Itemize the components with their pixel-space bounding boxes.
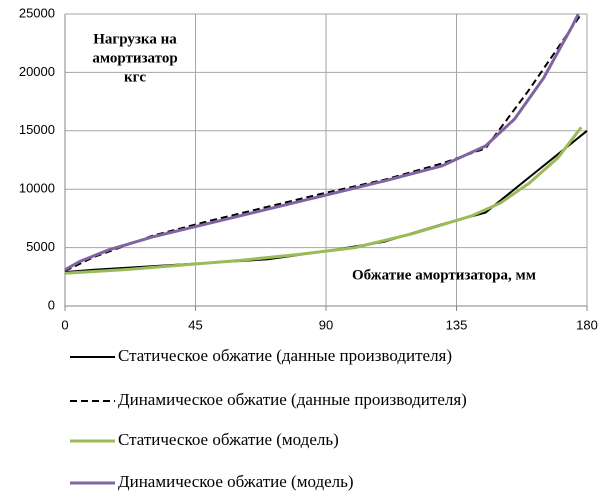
y-tick-label: 10000 bbox=[19, 181, 55, 196]
y-axis-label: Нагрузка на bbox=[93, 31, 177, 47]
y-tick-label: 20000 bbox=[19, 64, 55, 79]
y-tick-label: 5000 bbox=[26, 239, 55, 254]
x-tick-label: 0 bbox=[61, 317, 68, 332]
legend-label: Статическое обжатие (данные производител… bbox=[118, 346, 452, 365]
x-tick-label: 90 bbox=[319, 317, 333, 332]
x-tick-label: 45 bbox=[188, 317, 202, 332]
legend-label: Динамическое обжатие (модель) bbox=[118, 472, 354, 491]
series-line bbox=[64, 13, 580, 272]
legend-label: Статическое обжатие (модель) bbox=[118, 430, 339, 449]
y-axis-label: амортизатор bbox=[92, 50, 177, 66]
x-axis-label: Обжатие амортизатора, мм bbox=[352, 267, 536, 283]
y-tick-label: 15000 bbox=[19, 122, 55, 137]
x-tick-label: 135 bbox=[446, 317, 468, 332]
y-tick-label: 25000 bbox=[19, 5, 55, 20]
y-tick-label: 0 bbox=[48, 297, 55, 312]
x-tick-label: 180 bbox=[576, 317, 598, 332]
y-axis-label: кгс bbox=[124, 69, 146, 85]
legend-label: Динамическое обжатие (данные производите… bbox=[118, 390, 467, 409]
series-line bbox=[64, 126, 583, 275]
